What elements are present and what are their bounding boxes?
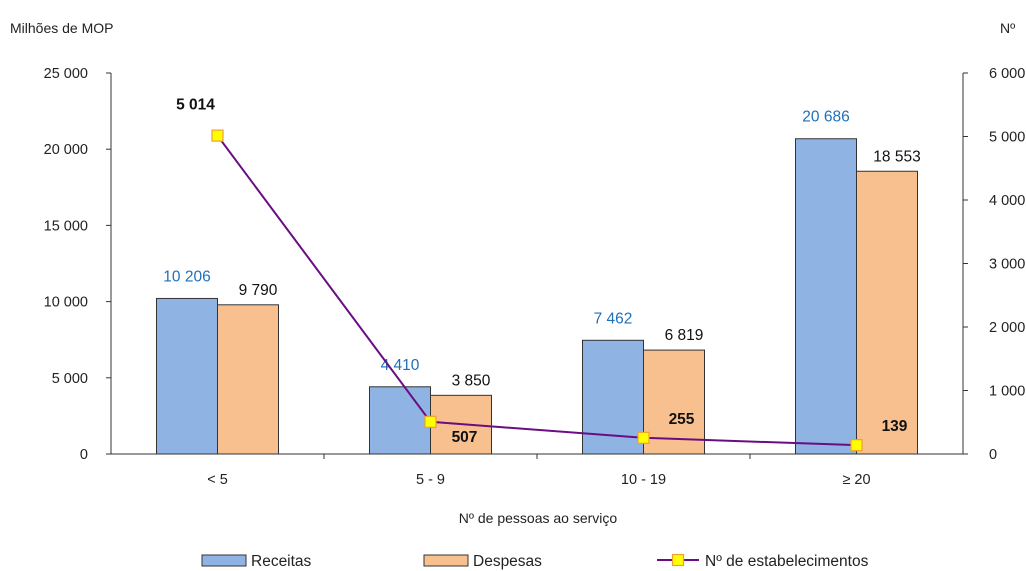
y2-tick-label: 2 000	[989, 320, 1025, 336]
y2-axis-title: Nº	[1000, 20, 1015, 36]
bar-despesas	[217, 304, 279, 455]
bar-despesas	[643, 349, 705, 455]
legend-label-receitas: Receitas	[251, 553, 312, 570]
y-tick-label: 20 000	[44, 142, 88, 158]
legend-swatch-despesas	[423, 554, 469, 567]
y-tick-label: 25 000	[44, 66, 88, 82]
line-marker	[424, 415, 437, 428]
y2-tick-label: 6 000	[989, 66, 1025, 82]
bar-receitas	[156, 297, 218, 455]
data-label: 7 462	[594, 310, 633, 327]
line-data-label: 255	[669, 411, 695, 428]
line-marker	[850, 439, 863, 452]
data-label: 3 850	[452, 372, 491, 389]
y2-tick-label: 4 000	[989, 193, 1025, 209]
y2-tick-label: 3 000	[989, 257, 1025, 273]
legend-marker-estabelecimentos	[671, 553, 685, 567]
bar-despesas	[856, 170, 918, 455]
bar-receitas	[369, 386, 431, 455]
x-tick-label: 5 - 9	[416, 472, 445, 488]
legend: Receitas Despesas Nº de estabelecimentos	[201, 553, 869, 570]
y2-tick-label: 1 000	[989, 384, 1025, 400]
x-axis-title: Nº de pessoas ao serviço	[459, 510, 618, 526]
x-tick-label: < 5	[207, 472, 228, 488]
data-label: 4 410	[381, 357, 420, 374]
bar-receitas	[795, 138, 857, 455]
data-label: 9 790	[239, 282, 278, 299]
line-data-label: 5 014	[176, 97, 215, 114]
line-estabelecimentos	[216, 135, 857, 447]
line-marker	[211, 129, 224, 142]
line-marker	[637, 431, 650, 444]
data-label: 18 553	[873, 148, 920, 165]
y-tick-label: 15 000	[44, 218, 88, 234]
data-label: 10 206	[163, 268, 210, 285]
y-tick-label: 10 000	[44, 295, 88, 311]
legend-swatch-receitas	[201, 554, 247, 567]
legend-label-estabelecimentos: Nº de estabelecimentos	[705, 553, 869, 570]
y-axis-title: Milhões de MOP	[10, 20, 113, 36]
y-tick-label: 5 000	[52, 371, 88, 387]
line-data-label: 139	[882, 418, 908, 435]
line-data-label: 507	[452, 429, 478, 446]
x-tick-label: 10 - 19	[621, 472, 666, 488]
data-label: 20 686	[802, 109, 849, 126]
x-tick-label: ≥ 20	[842, 472, 870, 488]
legend-label-despesas: Despesas	[473, 553, 542, 570]
y-tick-label: 0	[80, 447, 88, 463]
data-label: 6 819	[665, 327, 704, 344]
plot-area: 0 5 000 10 000 15 000 20 000 25 000 0 1 000 2 00…	[44, 66, 1026, 488]
y2-tick-label: 5 000	[989, 130, 1025, 146]
y2-tick-label: 0	[989, 447, 997, 463]
